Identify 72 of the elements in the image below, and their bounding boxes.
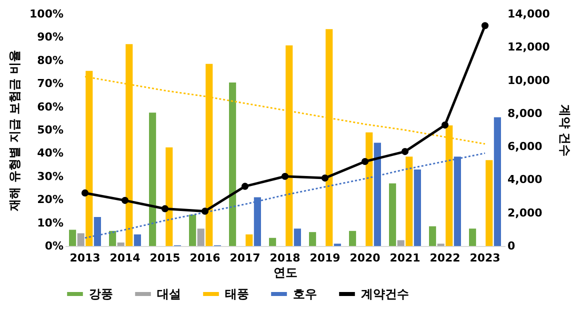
y-tick-label: 60%	[37, 100, 64, 114]
point	[281, 172, 289, 180]
y-tick-label: 70%	[37, 77, 64, 90]
x-tick-label: 2019	[310, 252, 340, 264]
bar	[429, 226, 436, 246]
y2-tick-label: 2,000	[508, 206, 543, 220]
x-tick-label: 2022	[430, 252, 460, 264]
point	[201, 208, 209, 215]
y-tick-label: 40%	[37, 146, 64, 160]
y-tick-label: 30%	[37, 170, 64, 183]
y-tick-label: 100%	[30, 8, 64, 20]
bar	[246, 234, 253, 246]
x-tick-label: 2020	[350, 252, 381, 264]
x-tick-label: 2018	[270, 252, 300, 264]
bar	[166, 147, 173, 246]
bar	[366, 132, 373, 246]
legend-label: 계약건수	[361, 287, 409, 301]
y2-tick-label: 4,000	[508, 173, 543, 186]
bar	[397, 240, 404, 246]
point	[361, 158, 369, 166]
point	[81, 189, 89, 196]
y2-tick-label: 14,000	[508, 8, 550, 20]
y-tick-label: 0%	[44, 240, 64, 252]
x-tick-label: 2023	[470, 252, 500, 264]
bar	[294, 228, 301, 246]
x-axis-title: 연도	[274, 266, 298, 280]
y-tick-label: 50%	[37, 124, 64, 136]
point	[121, 196, 129, 204]
bar	[149, 112, 156, 246]
y-tick-label: 80%	[37, 54, 64, 67]
bar	[197, 228, 204, 246]
bar	[117, 242, 124, 246]
bar	[269, 238, 276, 246]
point	[401, 148, 409, 156]
point	[161, 205, 169, 212]
legend-label: 태풍	[225, 287, 249, 301]
legend-label: 강풍	[89, 287, 113, 301]
y2-tick-label: 12,000	[508, 40, 550, 54]
bar	[309, 232, 316, 246]
x-tick-label: 2015	[150, 252, 180, 264]
point	[321, 174, 329, 182]
y-tick-label: 10%	[37, 216, 64, 230]
x-tick-label: 2017	[230, 252, 260, 264]
bar	[486, 160, 493, 246]
point	[441, 122, 449, 129]
bar	[69, 230, 76, 246]
y2-tick-label: 0	[508, 240, 516, 252]
y2-axis-title: 계약 건수	[558, 104, 572, 157]
x-tick-label: 2013	[70, 252, 100, 264]
legend-label: 호우	[293, 287, 317, 301]
point	[481, 22, 489, 30]
bar	[109, 230, 116, 246]
x-tick-label: 2016	[190, 252, 221, 264]
bar	[349, 230, 356, 246]
bar	[134, 234, 141, 246]
bar	[494, 117, 501, 246]
y-axis-title: 재해 유형별 지급 보험금 비율	[8, 50, 22, 212]
y2-tick-label: 6,000	[508, 140, 543, 154]
bar	[77, 233, 84, 246]
bar	[189, 214, 196, 246]
legend-label: 대설	[157, 287, 181, 301]
bar	[229, 82, 236, 246]
y2-tick-label: 10,000	[508, 74, 550, 87]
y-tick-label: 90%	[37, 30, 64, 44]
y2-tick-label: 8,000	[508, 106, 543, 120]
bar	[389, 183, 396, 246]
point	[241, 182, 249, 190]
y-tick-label: 20%	[37, 193, 64, 206]
bar	[469, 228, 476, 246]
x-tick-label: 2021	[390, 252, 420, 264]
bar	[406, 156, 413, 246]
x-tick-label: 2014	[110, 252, 141, 264]
